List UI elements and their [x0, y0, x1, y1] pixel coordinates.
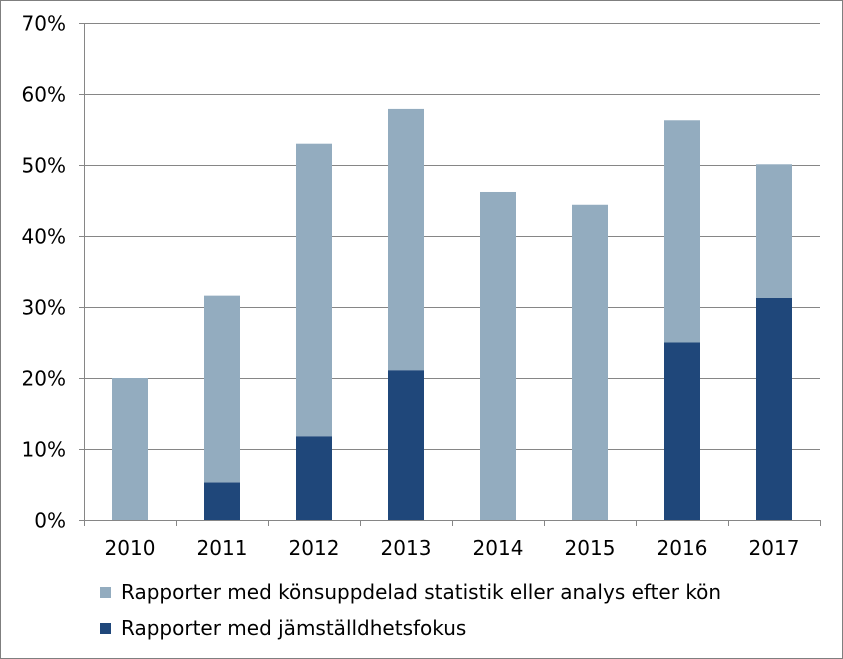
- bar-2012-series-0: [296, 143, 332, 437]
- bar-2012-series-1: [296, 436, 332, 520]
- axes: [79, 23, 821, 526]
- y-tick-label: 0%: [34, 509, 66, 533]
- x-tick-label: 2016: [657, 536, 708, 560]
- y-tick-label: 60%: [22, 83, 66, 107]
- x-tick-label: 2010: [105, 536, 156, 560]
- bar-2016-series-0: [664, 120, 700, 343]
- bar-2013-series-1: [388, 370, 424, 520]
- x-tick-label: 2013: [381, 536, 432, 560]
- legend-label-konsuppdelad: Rapporter med könsuppdelad statistik ell…: [121, 580, 722, 604]
- x-tick-label: 2017: [749, 536, 800, 560]
- y-tick-label: 30%: [22, 296, 66, 320]
- y-tick-label: 50%: [22, 154, 66, 178]
- legend: Rapporter med könsuppdelad statistik ell…: [100, 574, 721, 646]
- legend-label-jamstalldhetsfokus: Rapporter med jämställdhetsfokus: [121, 616, 467, 640]
- gridlines: [84, 23, 820, 450]
- x-tick-labels: 2010 2011 2012 2013 2014 2015 2016 2017: [105, 536, 800, 560]
- bar-2017-series-1: [756, 297, 792, 520]
- bars: [112, 108, 792, 521]
- bar-2011-series-1: [204, 482, 240, 520]
- legend-swatch-konsuppdelad: [100, 586, 111, 598]
- y-tick-label: 10%: [22, 438, 66, 462]
- bar-2016-series-1: [664, 342, 700, 520]
- y-tick-labels: 0% 10% 20% 30% 40% 50% 60% 70%: [22, 12, 66, 533]
- bar-2014-series-0: [480, 191, 516, 521]
- x-tick-label: 2015: [565, 536, 616, 560]
- y-tick-label: 40%: [22, 225, 66, 249]
- bar-2011-series-0: [204, 295, 240, 483]
- legend-item-konsuppdelad: Rapporter med könsuppdelad statistik ell…: [100, 574, 721, 610]
- x-tick-label: 2011: [197, 536, 248, 560]
- y-tick-label: 70%: [22, 12, 66, 36]
- legend-item-jamstalldhetsfokus: Rapporter med jämställdhetsfokus: [100, 610, 721, 646]
- x-tick-label: 2012: [289, 536, 340, 560]
- y-tick-label: 20%: [22, 367, 66, 391]
- bar-2010-series-0: [112, 378, 148, 520]
- bar-2013-series-0: [388, 108, 424, 371]
- bar-2017-series-0: [756, 164, 792, 298]
- x-tick-label: 2014: [473, 536, 524, 560]
- legend-swatch-jamstalldhetsfokus: [100, 622, 111, 634]
- bar-2015-series-0: [572, 204, 608, 520]
